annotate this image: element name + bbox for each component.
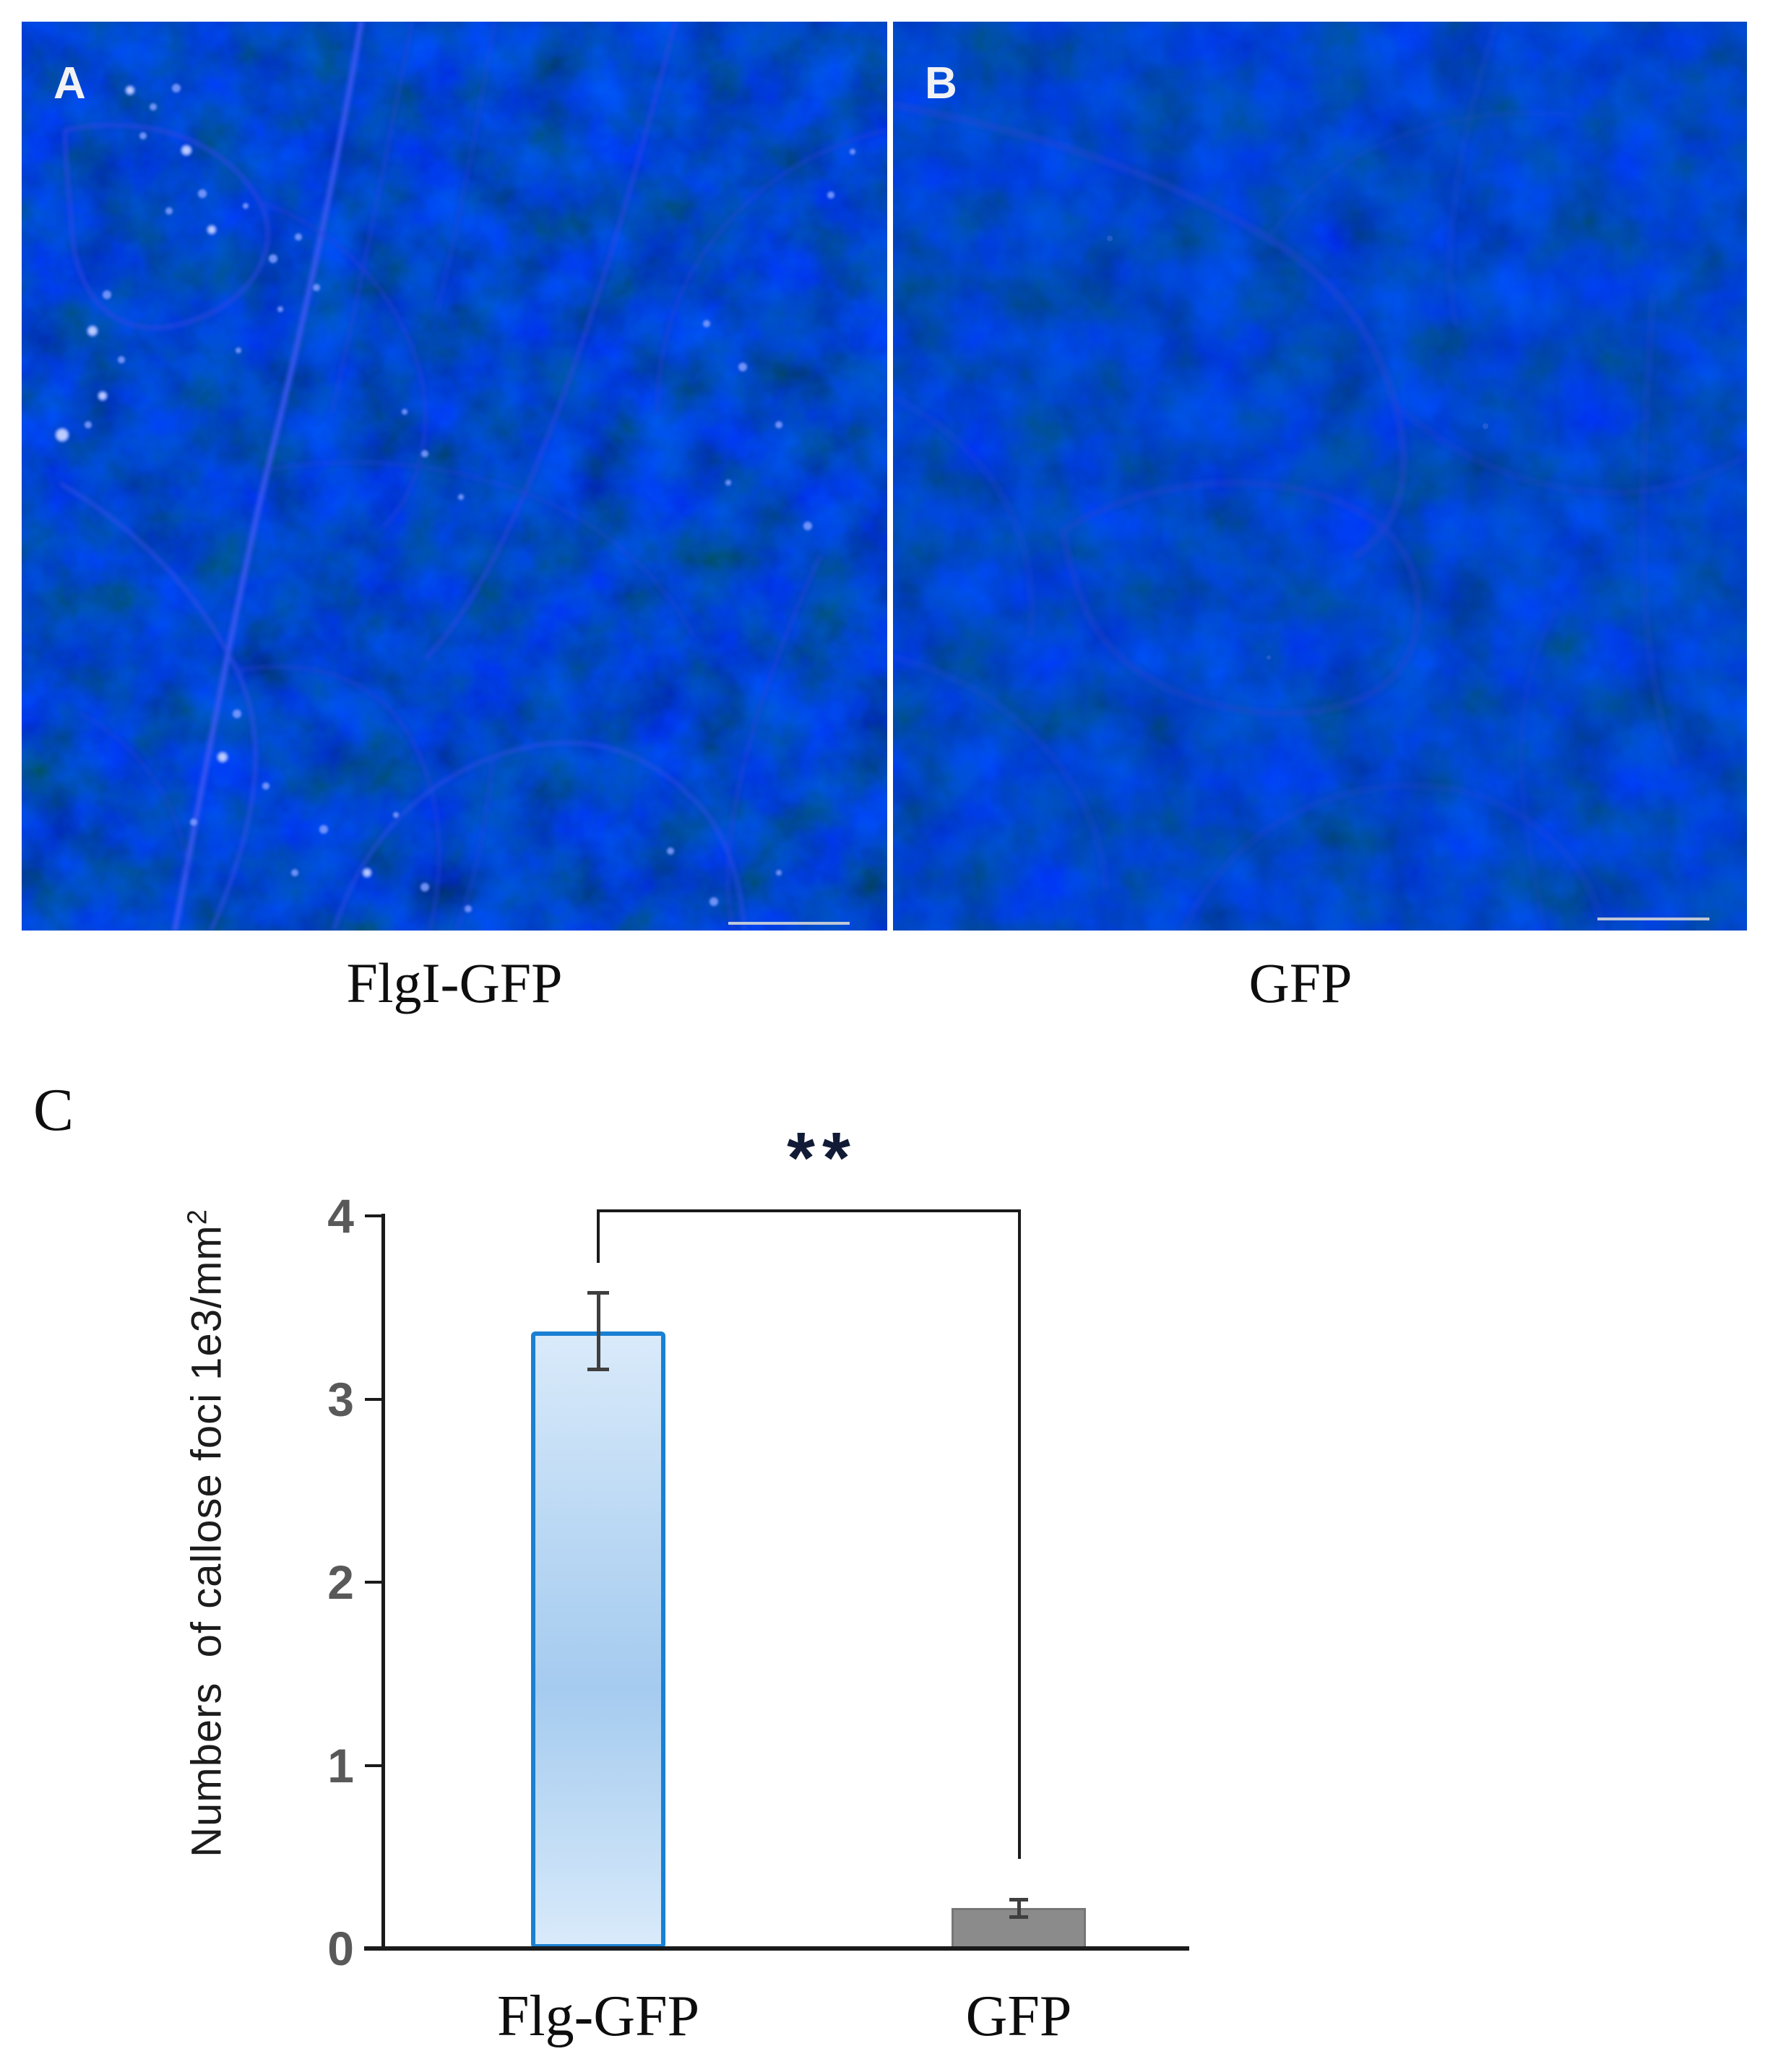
y-tick-mark bbox=[365, 1397, 383, 1401]
error-bar-cap bbox=[1009, 1915, 1028, 1919]
panel-c-letter: C bbox=[33, 1076, 74, 1144]
y-axis-title-text: Numbers of callose foci 1e3/mm bbox=[183, 1225, 230, 1857]
error-bar bbox=[597, 1292, 600, 1370]
y-tick-label: 1 bbox=[327, 1738, 354, 1792]
bar-flg-gfp bbox=[531, 1331, 665, 1948]
error-bar-cap bbox=[587, 1291, 609, 1295]
error-bar bbox=[1017, 1899, 1021, 1917]
scale-bar bbox=[1597, 918, 1709, 920]
micrograph-b-image: B bbox=[891, 20, 1748, 932]
panel-b-letter: B bbox=[925, 59, 957, 108]
micrograph-a-texture bbox=[22, 22, 887, 931]
x-axis-category-label: Flg-GFP bbox=[496, 1985, 700, 2048]
panel-a-caption: FlgI-GFP bbox=[346, 951, 563, 1014]
faint-dots bbox=[1107, 236, 1488, 660]
y-tick-label: 0 bbox=[327, 1922, 354, 1975]
significance-stars: ** bbox=[787, 1118, 858, 1199]
error-bar-cap bbox=[1009, 1897, 1028, 1902]
y-tick-label: 2 bbox=[327, 1555, 354, 1609]
error-bar-cap bbox=[587, 1367, 609, 1371]
panel-b-caption: GFP bbox=[1248, 951, 1353, 1014]
y-tick-mark bbox=[365, 1581, 383, 1584]
y-axis-title: Numbers of callose foci 1e3/mm2 bbox=[182, 1209, 230, 1857]
significance-bracket-right bbox=[1018, 1209, 1021, 1859]
callose-foci-dots bbox=[55, 84, 855, 912]
micrograph-b-texture bbox=[893, 22, 1747, 931]
significance-bracket-top bbox=[598, 1209, 1021, 1212]
significance-bracket-left bbox=[597, 1209, 600, 1263]
x-axis-category-label: GFP bbox=[965, 1985, 1072, 2048]
y-axis-line bbox=[381, 1214, 385, 1951]
leaf-veins-a bbox=[59, 19, 889, 933]
y-tick-label: 4 bbox=[327, 1189, 354, 1243]
micrograph-panel-a: A bbox=[22, 19, 889, 933]
leaf-veins-b bbox=[891, 20, 1748, 932]
micrograph-a-image: A bbox=[22, 19, 889, 933]
micrograph-panel-b: B bbox=[891, 20, 1748, 932]
y-tick-mark bbox=[365, 1214, 383, 1217]
scale-bar bbox=[728, 922, 850, 925]
panel-a-letter: A bbox=[53, 59, 86, 108]
x-axis-line bbox=[364, 1946, 1189, 1951]
y-axis-title-superscript: 2 bbox=[182, 1209, 213, 1225]
y-tick-label: 3 bbox=[327, 1372, 354, 1426]
y-tick-mark bbox=[365, 1764, 383, 1767]
